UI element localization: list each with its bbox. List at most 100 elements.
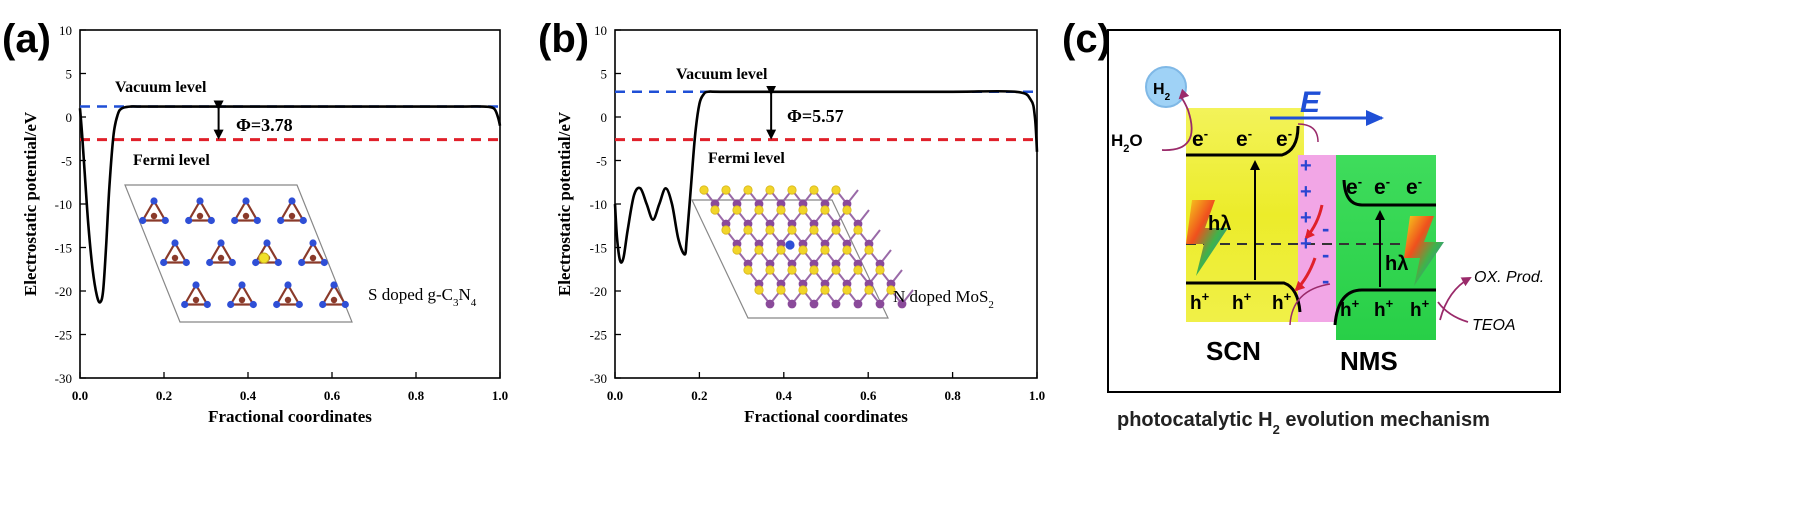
y-tick-label: -5 — [596, 154, 607, 169]
y-tick-label: 0 — [601, 110, 608, 125]
oxidation-product-arrow — [1439, 277, 1472, 321]
x-tick-label: 0.8 — [944, 388, 961, 403]
panel-b-vacuum-label: Vacuum level — [676, 66, 768, 83]
nms-light-bolt-icon — [1404, 216, 1444, 286]
x-tick-label: 0.2 — [691, 388, 707, 403]
nms-holes: h+ h+ h+ — [1340, 296, 1430, 321]
y-tick-label: -30 — [590, 371, 607, 386]
scn-electrons: e- e- e- — [1192, 126, 1292, 151]
panel-a-x-axis-label: Fractional coordinates — [208, 407, 372, 426]
nms-hole: h+ — [1374, 296, 1394, 321]
nms-label: NMS — [1340, 346, 1398, 376]
x-tick-label: 0.0 — [72, 388, 88, 403]
x-tick-label: 0.8 — [408, 388, 425, 403]
nms-hole: h+ — [1340, 296, 1360, 321]
y-tick-label: 0 — [66, 110, 73, 125]
h2-bubble — [1145, 66, 1187, 108]
panel-b-fermi-label: Fermi level — [708, 150, 785, 167]
panel-a-phi-label: Φ=3.78 — [236, 115, 293, 135]
panel-b-x-ticks: 0.0 0.2 0.4 0.6 0.8 1.0 — [607, 372, 1045, 403]
y-tick-label: 5 — [66, 67, 73, 82]
scn-light-bolt-icon — [1186, 200, 1228, 276]
x-tick-label: 0.4 — [776, 388, 793, 403]
y-tick-label: 10 — [594, 23, 607, 38]
hole-transfer-arrow — [1294, 257, 1317, 292]
scn-band-bending-outline — [1297, 123, 1319, 143]
y-tick-label: -15 — [55, 241, 72, 256]
scn-photon-label: hλ — [1208, 213, 1231, 235]
h2-label: H2 — [1153, 81, 1171, 103]
x-tick-label: 0.4 — [240, 388, 257, 403]
nms-electron: e- — [1346, 174, 1362, 199]
y-tick-label: -15 — [590, 241, 607, 256]
panel-a-y-ticks: 10 5 0 -5 -10 -15 -20 -25 -30 — [55, 23, 86, 386]
y-tick-label: -10 — [590, 197, 607, 212]
y-tick-label: -20 — [590, 284, 607, 299]
water-reduction-arrow — [1161, 88, 1193, 151]
panel-a-potential-curve — [78, 105, 502, 304]
nms-photon-label: hλ — [1385, 253, 1408, 275]
panel-b-material-label: N doped MoS2 — [893, 287, 994, 311]
nms-electron: e- — [1406, 174, 1422, 199]
plus-charge: + — [1300, 207, 1312, 229]
y-tick-label: -5 — [61, 154, 72, 169]
panel-b-y-ticks: 10 5 0 -5 -10 -15 -20 -25 -30 — [590, 23, 621, 386]
scn-electron: e- — [1276, 126, 1292, 151]
panel-b-x-axis-label: Fractional coordinates — [744, 407, 908, 426]
h2o-label: H2O — [1111, 131, 1143, 155]
minus-charge: - — [1322, 216, 1329, 241]
y-tick-label: 5 — [601, 67, 608, 82]
panel-a-material-label: S doped g-C3N4 — [368, 285, 477, 309]
minus-charge: - — [1322, 268, 1329, 293]
electric-field-label: E — [1300, 86, 1321, 119]
scn-hole: h+ — [1232, 289, 1252, 314]
y-tick-label: -30 — [55, 371, 72, 386]
plus-charge: + — [1300, 181, 1312, 203]
x-tick-label: 0.0 — [607, 388, 623, 403]
x-tick-label: 0.2 — [156, 388, 172, 403]
panel-c-caption: photocatalytic H2 evolution mechanism — [1117, 409, 1490, 437]
nms-hole: h+ — [1410, 296, 1430, 321]
nms-valence-band-edge — [1333, 288, 1436, 326]
panel-c-label: (c) — [1062, 17, 1111, 61]
scn-holes: h+ h+ h+ — [1190, 289, 1292, 314]
scn-conduction-band-edge — [1186, 125, 1300, 157]
interface-charges: + + + + - - - — [1300, 155, 1329, 293]
scn-electron: e- — [1192, 126, 1208, 151]
y-tick-label: -20 — [55, 284, 72, 299]
nms-band-bending-outline — [1289, 283, 1331, 326]
scn-label: SCN — [1206, 336, 1261, 366]
x-tick-label: 1.0 — [492, 388, 508, 403]
y-tick-label: -25 — [55, 328, 72, 343]
panel-a-label: (a) — [2, 17, 51, 61]
panel-a-vacuum-label: Vacuum level — [115, 79, 207, 96]
minus-charge: - — [1322, 242, 1329, 267]
nms-conduction-band-edge — [1342, 179, 1436, 207]
teoa-arrow — [1437, 301, 1469, 323]
scn-electron: e- — [1236, 126, 1252, 151]
teoa-label: TEOA — [1472, 317, 1516, 334]
plus-charge: + — [1300, 233, 1312, 255]
ox-prod-label: OX. Prod. — [1474, 269, 1544, 286]
y-tick-label: 10 — [59, 23, 72, 38]
panel-c: (c) + + + + - - — [1062, 17, 1561, 437]
x-tick-label: 0.6 — [860, 388, 877, 403]
panel-b-phi-label: Φ=5.57 — [787, 106, 844, 126]
panel-b-crystal-structure — [691, 185, 914, 319]
panel-b-potential-curve — [613, 89, 1039, 264]
panel-a-x-ticks: 0.0 0.2 0.4 0.6 0.8 1.0 — [72, 372, 508, 403]
y-tick-label: -10 — [55, 197, 72, 212]
scn-hole: h+ — [1190, 289, 1210, 314]
nms-electrons: e- e- e- — [1346, 174, 1422, 199]
y-tick-label: -25 — [590, 328, 607, 343]
panel-a-crystal-structure — [124, 184, 353, 323]
panel-b-label: (b) — [538, 17, 589, 61]
nms-electron: e- — [1374, 174, 1390, 199]
scn-hole: h+ — [1272, 289, 1292, 314]
panel-a-y-axis-label: Electrostatic potential/eV — [21, 111, 40, 296]
electron-transfer-arrow — [1304, 204, 1324, 240]
x-tick-label: 1.0 — [1029, 388, 1045, 403]
